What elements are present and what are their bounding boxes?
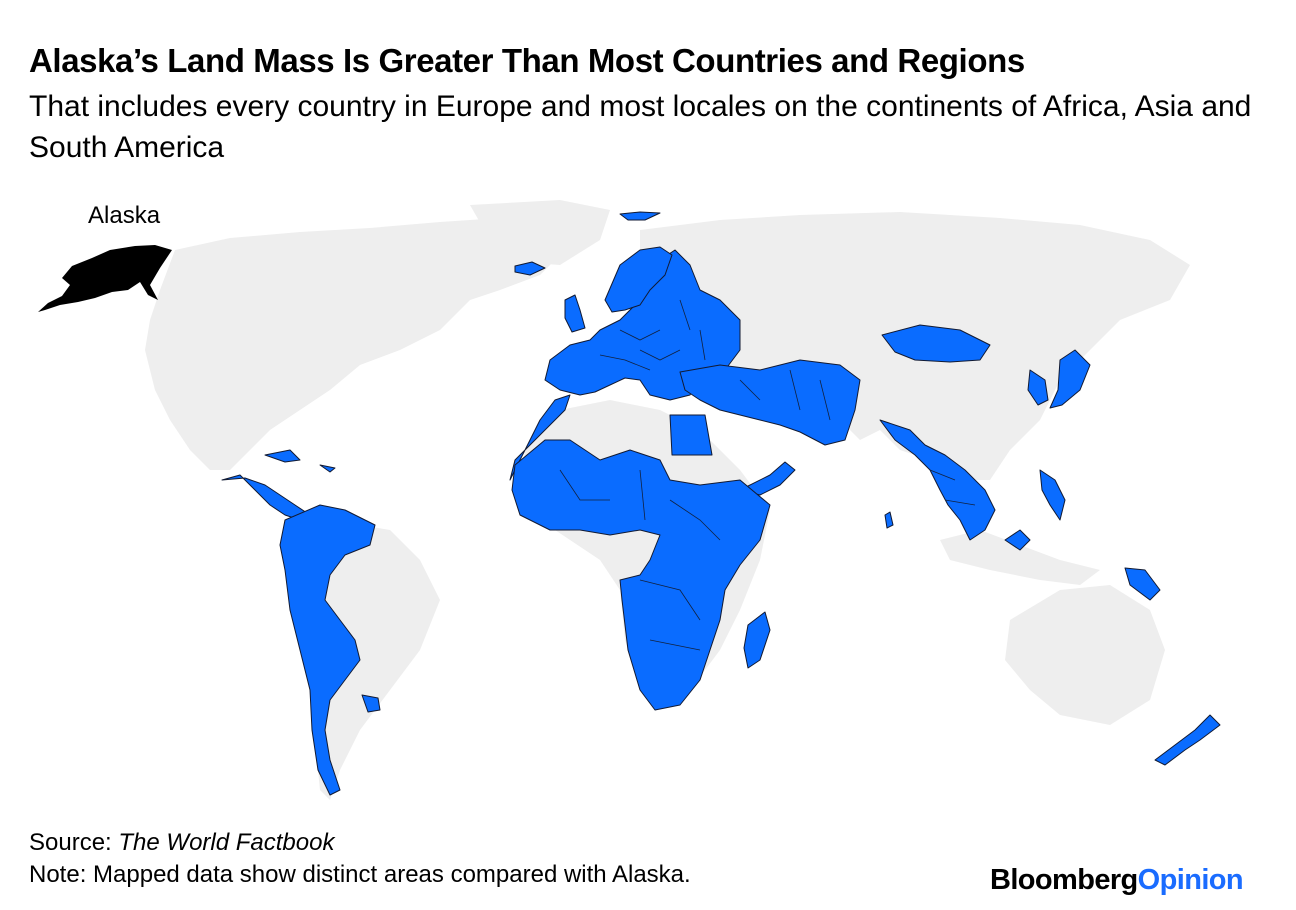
iceland-highlight: [514, 261, 546, 276]
brand-bloomberg: Bloomberg: [990, 864, 1138, 896]
uruguay-highlight: [361, 694, 381, 713]
australia-land: [1005, 585, 1165, 725]
africa-highlight-north: [509, 394, 571, 481]
africa-highlight-west: [511, 439, 771, 711]
greenland-land: [470, 200, 610, 265]
alaska-shape: [38, 245, 172, 312]
central-america-highlight: [221, 474, 311, 521]
madagascar-highlight: [743, 611, 771, 669]
europe-borders: [599, 299, 706, 371]
brand-opinion: Opinion: [1137, 864, 1244, 896]
scandinavia-highlight: [604, 246, 673, 313]
egypt-highlight: [669, 414, 713, 456]
malaysia-highlight: [1004, 529, 1031, 551]
middle-east-highlight: [679, 359, 861, 446]
svalbard-highlight: [619, 211, 661, 221]
png-highlight: [1124, 567, 1161, 601]
alaska-label: Alaska: [88, 202, 161, 229]
indonesia-land: [940, 530, 1100, 585]
mongolia-highlight: [881, 324, 991, 363]
south-america-highlight: [279, 504, 376, 796]
north-america-land: [145, 218, 560, 470]
source-prefix: Source:: [29, 829, 119, 856]
bloomberg-opinion-logo: BloombergOpinion: [990, 864, 1244, 897]
caribbean-highlight: [264, 449, 336, 473]
chart-subtitle: That includes every country in Europe an…: [29, 90, 1252, 164]
sri-lanka-highlight: [884, 511, 894, 529]
source-name: The World Factbook: [118, 829, 335, 856]
source-line: Source: The World Factbook: [29, 828, 334, 858]
oman-yemen-highlight: [739, 461, 796, 496]
philippines-highlight: [1039, 469, 1066, 521]
new-zealand-highlight: [1154, 714, 1221, 766]
note-line: Note: Mapped data show distinct areas co…: [29, 861, 691, 888]
korea-japan-highlight: [1027, 349, 1091, 409]
africa-borders: [559, 469, 721, 651]
uk-highlight: [564, 294, 586, 333]
asia-borders: [739, 369, 976, 506]
world-map: [38, 200, 1221, 800]
southeast-asia-highlight: [879, 419, 996, 541]
chart-title: Alaska’s Land Mass Is Greater Than Most …: [29, 42, 1025, 79]
